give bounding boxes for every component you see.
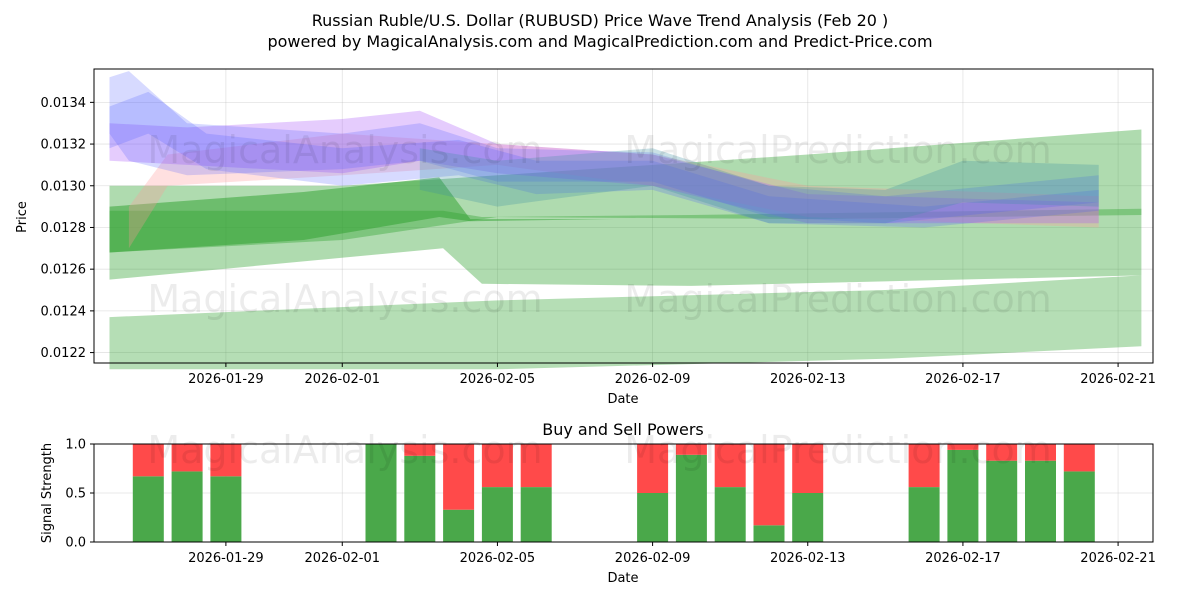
sell-bar: [520, 444, 552, 488]
buy-bar: [132, 476, 164, 542]
buy-bar: [908, 487, 940, 542]
signal-y-axis: 0.0 0.5 1.0: [65, 438, 94, 551]
buy-bar: [443, 509, 475, 542]
sell-bar: [908, 444, 940, 488]
sell-bar: [132, 444, 164, 477]
price-y-axis: 0.0122 0.0124 0.0126 0.0128 0.0130 0.0132 0.01…: [41, 96, 94, 361]
buy-bar: [675, 454, 707, 542]
chart-title-line2: powered by MagicalAnalysis.com and Magic…: [267, 32, 932, 51]
sell-bar: [443, 444, 475, 510]
signal-x-axis: 2026-01-29 2026-02-01 2026-02-05 2026-02-09…: [188, 542, 1156, 566]
price-panel: MagicalAnalysis.com MagicalPrediction.co…: [15, 68, 1156, 407]
buy-bar: [986, 460, 1018, 542]
price-x-tick-label: 2026-02-09: [615, 372, 691, 387]
sell-bar: [637, 444, 669, 493]
buy-bar: [210, 476, 242, 542]
sell-bar: [1063, 444, 1095, 472]
price-y-tick-label: 0.0126: [41, 263, 87, 278]
buy-bar: [520, 487, 552, 542]
price-x-tick-label: 2026-02-01: [304, 372, 380, 387]
price-y-tick-label: 0.0124: [41, 304, 87, 319]
chart-title-line1: Russian Ruble/U.S. Dollar (RUBUSD) Price…: [312, 11, 889, 30]
watermark-prediction-mid: MagicalPrediction.com: [624, 277, 1052, 321]
sell-bar: [947, 444, 979, 450]
price-x-tick-label: 2026-02-05: [460, 372, 536, 387]
price-y-tick-label: 0.0134: [41, 96, 87, 111]
signal-bars-group: [132, 444, 1095, 542]
price-y-tick-label: 0.0122: [41, 346, 87, 361]
signal-x-tick-label: 2026-02-21: [1080, 551, 1156, 566]
signal-chart-title: Buy and Sell Powers: [542, 420, 704, 439]
price-band-pink-band: [128, 133, 1099, 249]
buy-bar: [1025, 460, 1056, 542]
signal-y-tick-label: 0.5: [65, 487, 86, 502]
sell-bar: [210, 444, 242, 477]
signal-x-tick-label: 2026-02-05: [460, 551, 536, 566]
sell-bar: [404, 444, 436, 456]
signal-panel: Buy and Sell Powers MagicalAnalysis.com …: [40, 420, 1156, 586]
price-band-blue-band-1: [109, 71, 1099, 224]
price-y-tick-label: 0.0130: [41, 179, 87, 194]
price-x-tick-label: 2026-02-17: [925, 372, 1001, 387]
signal-x-tick-label: 2026-01-29: [188, 551, 264, 566]
signal-y-tick-label: 0.0: [65, 536, 86, 551]
sell-bar: [675, 444, 707, 455]
price-x-tick-label: 2026-02-21: [1080, 372, 1156, 387]
signal-x-tick-label: 2026-02-13: [770, 551, 846, 566]
watermark-analysis-top: MagicalAnalysis.com: [147, 128, 542, 172]
buy-bar: [792, 493, 824, 542]
price-x-axis-label: Date: [607, 392, 638, 407]
signal-y-axis-label: Signal Strength: [40, 443, 55, 543]
watermark-prediction-top: MagicalPrediction.com: [624, 128, 1052, 172]
price-band-blue-band-2: [109, 91, 1099, 228]
signal-x-tick-label: 2026-02-01: [304, 551, 380, 566]
watermark-analysis-mid: MagicalAnalysis.com: [147, 277, 542, 321]
buy-bar: [171, 471, 203, 542]
signal-x-axis-label: Date: [607, 571, 638, 586]
price-y-tick-label: 0.0128: [41, 221, 87, 236]
buy-bar: [637, 493, 669, 542]
price-y-tick-label: 0.0132: [41, 138, 87, 153]
price-band-green-band-low: [109, 275, 1142, 370]
watermark-analysis-bottom: MagicalAnalysis.com: [147, 428, 542, 472]
sell-bar: [171, 444, 203, 472]
buy-bar: [947, 449, 979, 542]
signal-y-tick-label: 1.0: [65, 438, 86, 453]
sell-bar: [714, 444, 746, 488]
buy-bar: [404, 455, 436, 542]
buy-bar: [481, 487, 513, 542]
signal-x-tick-label: 2026-02-17: [925, 551, 1001, 566]
price-plot-frame: [93, 68, 1154, 364]
sell-bar: [792, 444, 824, 493]
price-x-tick-label: 2026-01-29: [188, 372, 264, 387]
sell-bar: [481, 444, 513, 488]
price-band-green-band-dark: [109, 177, 614, 253]
buy-bar: [365, 444, 397, 542]
buy-bar: [714, 487, 746, 542]
price-y-axis-label: Price: [15, 201, 30, 233]
buy-bar: [753, 525, 785, 542]
price-x-tick-label: 2026-02-13: [770, 372, 846, 387]
signal-x-tick-label: 2026-02-09: [615, 551, 691, 566]
watermark-prediction-bottom: MagicalPrediction.com: [624, 428, 1052, 472]
buy-bar: [1063, 471, 1095, 542]
price-x-axis: 2026-01-29 2026-02-01 2026-02-05 2026-02-09…: [188, 363, 1156, 387]
price-band-purple-band: [109, 110, 1099, 224]
sell-bar: [986, 444, 1018, 461]
price-band-teal-band: [419, 148, 1099, 224]
sell-bar: [753, 444, 785, 526]
price-series-group: [109, 71, 1142, 370]
sell-bar: [1025, 444, 1056, 461]
